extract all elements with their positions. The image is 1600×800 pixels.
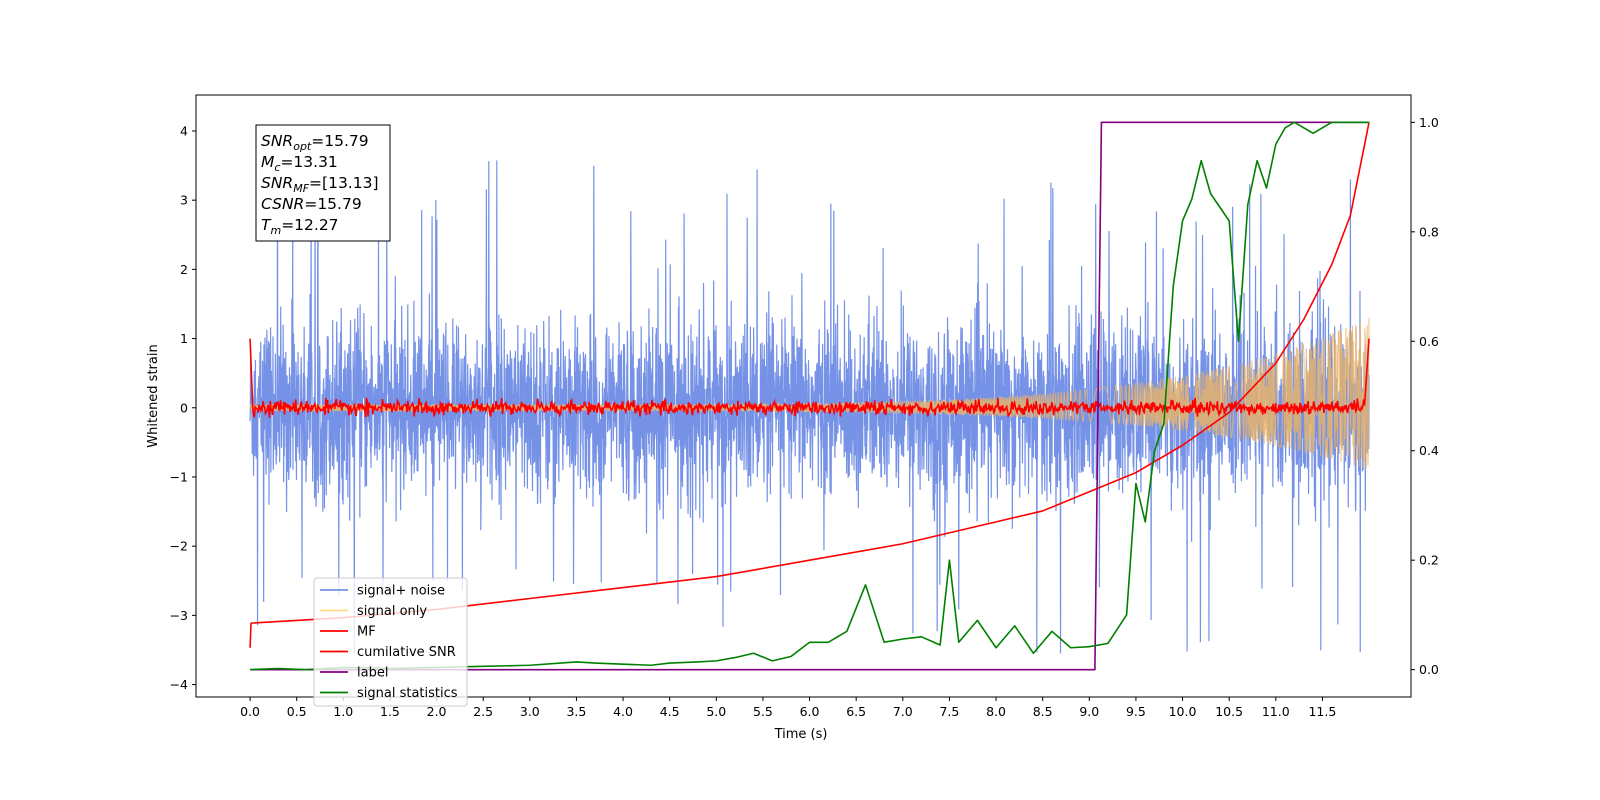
plot-frame (195, 94, 1412, 698)
x-tick-label: 6.0 (800, 704, 820, 719)
x-tick-label: 7.0 (893, 704, 913, 719)
y-axis-left: 4 3 2 1 0 −1 −2 −3 −4 (170, 123, 196, 692)
legend-frame (313, 577, 468, 707)
y-right-tick-label: 0.4 (1419, 443, 1439, 458)
info-line: CSNR=15.79 (261, 195, 362, 213)
info-box-frame (255, 124, 391, 242)
info-line: SNRMF=[13.13] (261, 174, 379, 195)
y-left-tick-label: 1 (180, 331, 188, 346)
legend-label: signal statistics (357, 686, 458, 701)
x-axis: 0.0 0.5 1.0 1.5 2.0 2.5 3.0 3.5 4.0 4.5 5.0 5.5 6.0 6… (240, 697, 1336, 719)
info-line: SNRopt=15.79 (261, 132, 369, 153)
legend-label: cumilative SNR (357, 645, 456, 660)
y-left-tick-label: 0 (180, 400, 188, 415)
info-line: Mc=13.31 (261, 153, 338, 174)
x-axis-title: Time (s) (774, 727, 828, 742)
series-mf (249, 338, 1370, 418)
y-right-tick-label: 1.0 (1419, 115, 1439, 130)
info-line: Tm=12.27 (261, 216, 339, 237)
x-tick-label: 11.5 (1308, 704, 1336, 719)
legend-label: MF (357, 625, 376, 640)
y-left-tick-label: 4 (180, 123, 188, 138)
x-tick-label: 11.0 (1262, 704, 1290, 719)
y-left-tick-label: 3 (180, 193, 188, 208)
x-tick-label: 9.5 (1126, 704, 1146, 719)
y-left-tick-label: −1 (170, 469, 188, 484)
x-tick-label: 10.0 (1169, 704, 1197, 719)
x-tick-label: 7.5 (939, 704, 959, 719)
y-right-tick-label: 0.6 (1419, 334, 1439, 349)
x-tick-label: 0.0 (240, 704, 260, 719)
y-axis-left-title: Whitened strain (146, 344, 161, 447)
x-tick-label: 2.5 (473, 704, 493, 719)
y-right-tick-label: 0.2 (1419, 553, 1439, 568)
x-tick-label: 1.5 (380, 704, 400, 719)
x-tick-label: 8.0 (986, 704, 1006, 719)
x-tick-label: 10.5 (1215, 704, 1243, 719)
legend-label: signal+ noise (357, 584, 445, 599)
x-tick-label: 1.0 (333, 704, 353, 719)
legend-label: signal only (357, 604, 427, 619)
info-annotation: SNRopt=15.79Mc=13.31SNRMF=[13.13]CSNR=15… (255, 124, 391, 242)
x-tick-label: 5.5 (753, 704, 773, 719)
y-left-tick-label: −4 (170, 677, 188, 692)
y-left-tick-label: −2 (170, 539, 188, 554)
x-tick-label: 0.5 (287, 704, 307, 719)
y-right-tick-label: 0.0 (1419, 662, 1439, 677)
x-tick-label: 6.5 (846, 704, 866, 719)
y-right-tick-label: 0.8 (1419, 224, 1439, 239)
x-tick-label: 8.5 (1033, 704, 1053, 719)
x-tick-label: 2.0 (427, 704, 447, 719)
x-tick-label: 4.0 (613, 704, 633, 719)
x-tick-label: 4.5 (660, 704, 680, 719)
y-left-tick-label: 2 (180, 262, 188, 277)
series-label (250, 121, 1370, 671)
legend-label: label (357, 666, 388, 681)
series-signal-statistics (250, 121, 1370, 671)
y-left-tick-label: −3 (170, 608, 188, 623)
x-tick-label: 3.5 (566, 704, 586, 719)
legend: signal+ noise signal only MF cumilative SNR… (313, 577, 468, 707)
x-tick-label: 9.0 (1079, 704, 1099, 719)
x-tick-label: 5.0 (706, 704, 726, 719)
y-axis-right: 1.0 0.8 0.6 0.4 0.2 0.0 (1411, 115, 1439, 677)
x-tick-label: 3.0 (520, 704, 540, 719)
